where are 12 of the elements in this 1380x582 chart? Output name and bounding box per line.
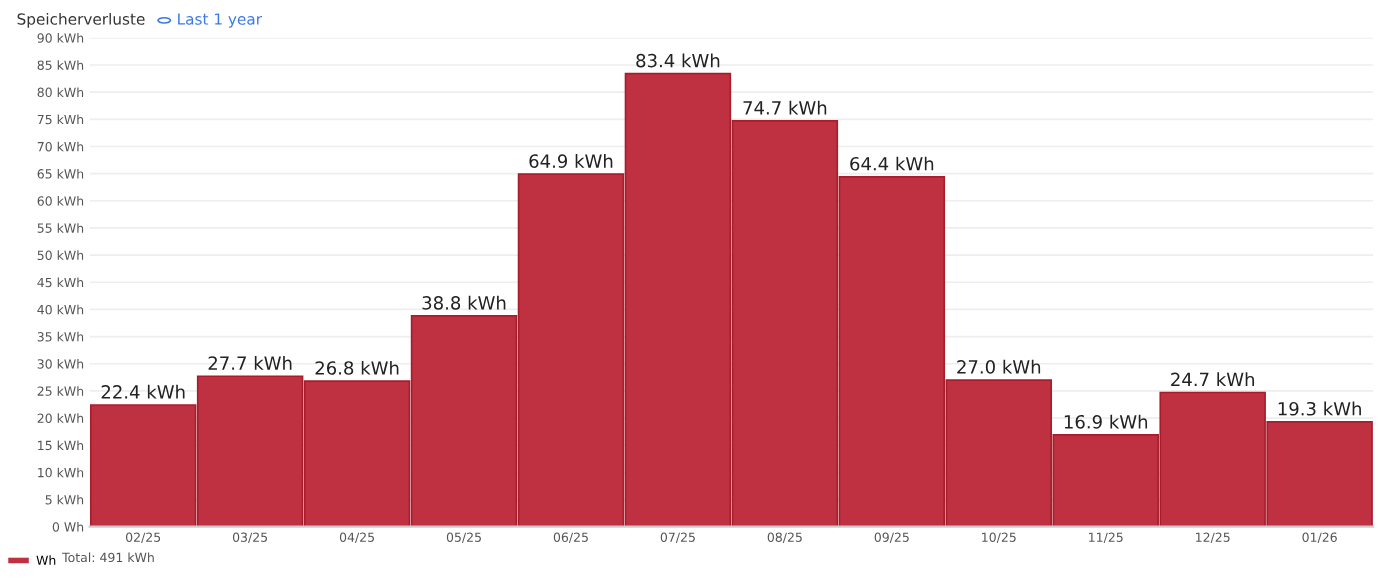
data-label: 16.9 kWh [1064, 414, 1148, 429]
data-label: 27.7 kWh [208, 355, 292, 370]
data-label: 83.4 kWh [636, 53, 720, 68]
data-label: 74.7 kWh [743, 100, 827, 115]
data-label: 27.0 kWh [957, 359, 1041, 374]
data-label: 24.7 kWh [1171, 372, 1254, 387]
data-label: 19.3 kWh [1278, 401, 1361, 416]
data-label: 64.4 kWh [850, 156, 934, 171]
data-label: 64.9 kWh [529, 153, 613, 168]
data-label: 26.8 kWh [315, 360, 399, 375]
data-label: 38.8 kWh [422, 295, 506, 310]
data-label: 22.4 kWh [101, 384, 185, 399]
